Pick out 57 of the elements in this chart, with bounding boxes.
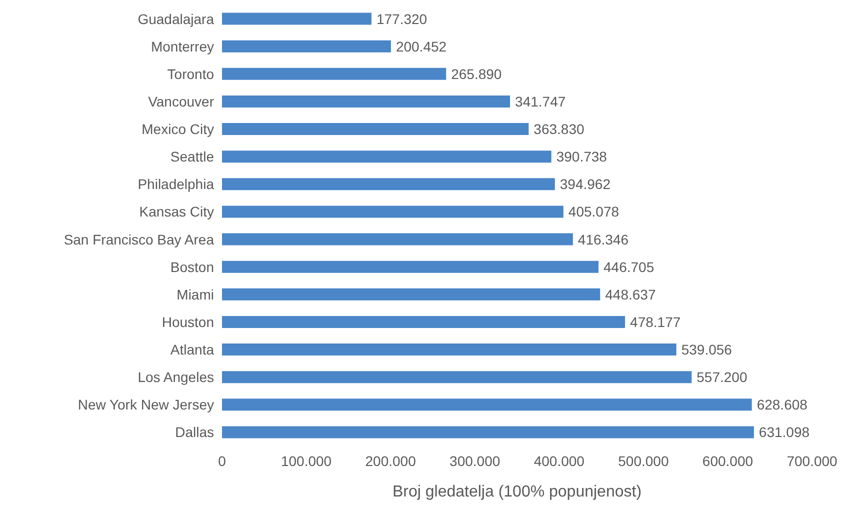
y-tick-label: Boston [170, 258, 214, 275]
data-label: 363.830 [534, 121, 584, 138]
y-tick-label: Toronto [167, 66, 214, 82]
data-label: 177.320 [376, 10, 428, 27]
bar [222, 288, 600, 300]
data-label: 446.705 [604, 258, 654, 275]
data-label: 341.747 [515, 93, 566, 110]
data-label: 390.738 [556, 148, 608, 165]
y-tick-label: Houston [162, 314, 214, 330]
data-label: 265.890 [451, 66, 502, 82]
bar [222, 233, 573, 246]
y-tick-label: Vancouver [148, 93, 214, 110]
y-tick-label: Seattle [170, 148, 214, 165]
bar [222, 12, 372, 25]
y-tick-label: Kansas City [139, 204, 214, 220]
bar [222, 95, 510, 108]
data-label: 539.056 [681, 342, 732, 358]
y-tick-label: San Francisco Bay Area [64, 231, 214, 248]
bar [222, 178, 555, 190]
bar [222, 68, 446, 80]
x-tick-label: 100.000 [280, 453, 332, 469]
bar [222, 123, 529, 136]
bar [222, 316, 626, 328]
x-tick-label: 200.000 [365, 453, 416, 469]
x-tick-label: 500.000 [618, 453, 669, 469]
data-label: 631.098 [758, 424, 810, 440]
data-label: 200.452 [396, 38, 447, 54]
data-label: 628.608 [756, 396, 808, 413]
bar [222, 371, 692, 384]
bar [222, 150, 552, 163]
bar [222, 398, 752, 411]
data-label: 478.177 [630, 314, 681, 330]
data-label: 405.078 [568, 204, 620, 220]
y-tick-label: Monterrey [150, 38, 214, 54]
x-tick-label: 700.000 [786, 453, 838, 469]
data-label: 557.200 [696, 369, 748, 386]
y-tick-label: New York New Jersey [78, 396, 214, 413]
x-axis-title: Broj gledatelja (100% popunjenost) [392, 484, 642, 500]
y-tick-label: Philadelphia [138, 176, 214, 192]
x-tick-label: 400.000 [534, 453, 585, 469]
data-label: 448.637 [605, 286, 656, 302]
x-tick-label: 600.000 [702, 453, 754, 469]
y-tick-label: Los Angeles [138, 369, 214, 386]
bar [222, 40, 391, 52]
data-label: 394.962 [560, 176, 611, 192]
y-tick-label: Atlanta [170, 342, 214, 358]
y-tick-label: Dallas [175, 424, 214, 440]
bar [222, 260, 599, 273]
bar [222, 206, 564, 218]
y-tick-label: Guadalajara [138, 10, 214, 27]
y-tick-label: Miami [176, 286, 214, 302]
data-label: 416.346 [578, 231, 629, 248]
x-tick-label: 300.000 [450, 453, 500, 469]
x-tick-label: 0 [218, 453, 226, 469]
bar [222, 344, 676, 356]
y-tick-label: Mexico City [142, 121, 214, 138]
bar [222, 426, 754, 438]
